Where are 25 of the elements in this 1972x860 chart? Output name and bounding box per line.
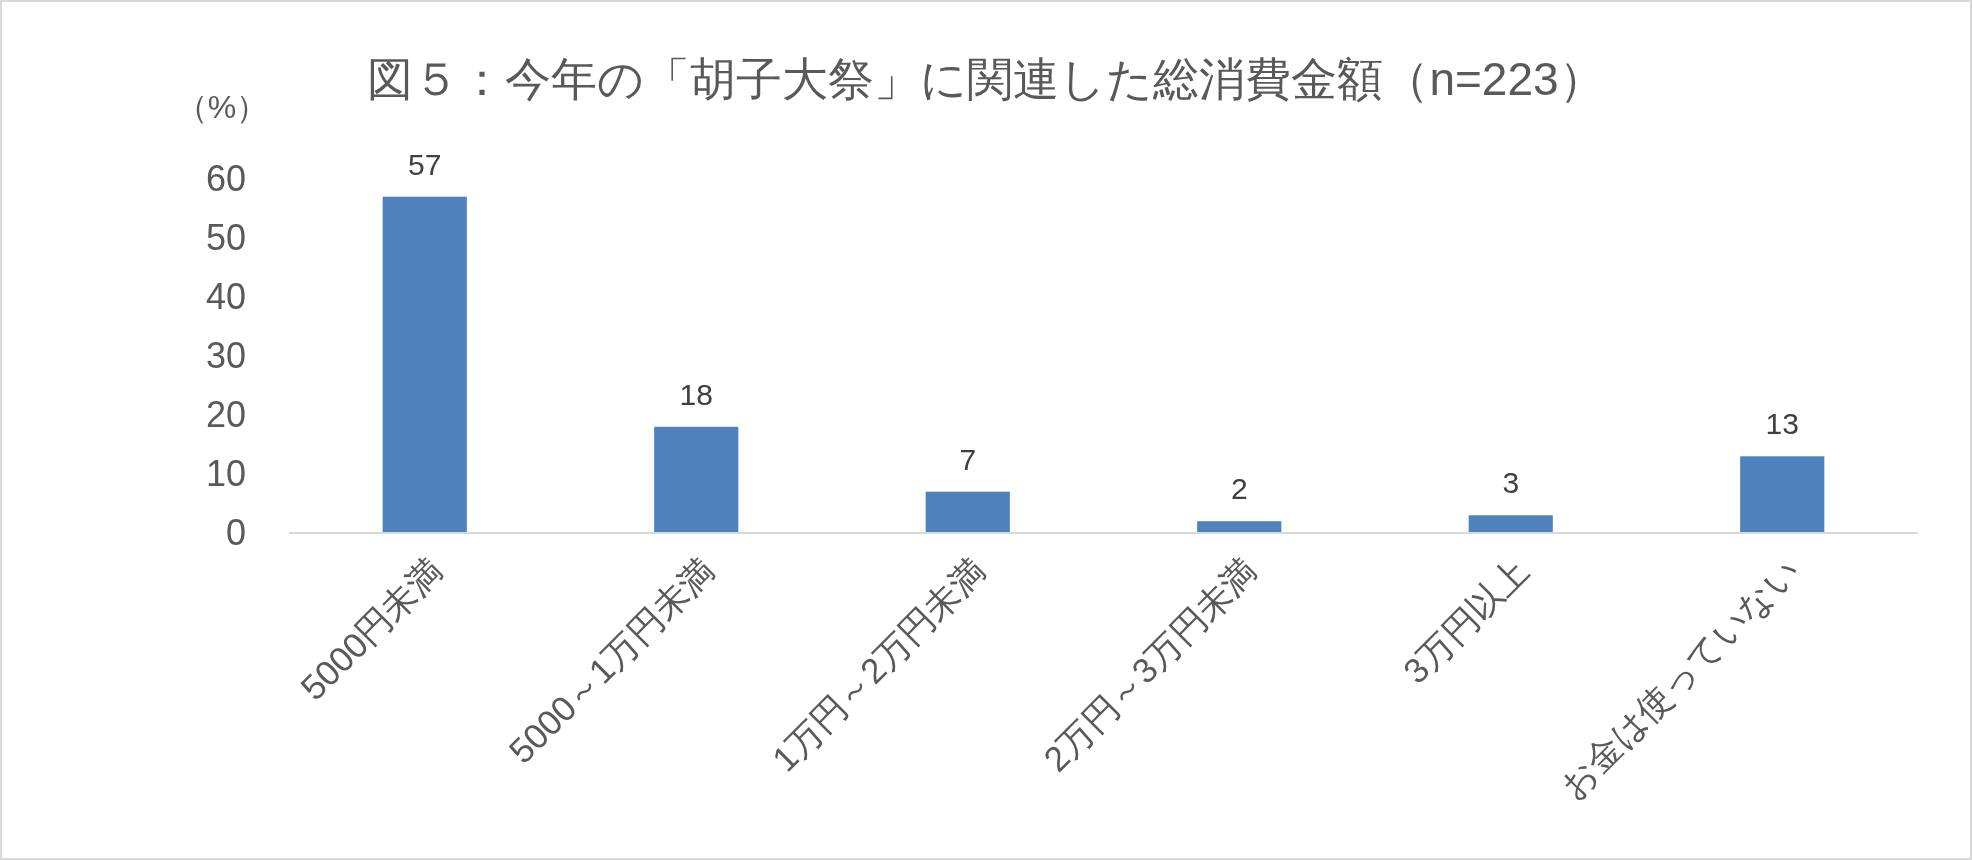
data-label: 57 [408, 147, 442, 181]
y-tick-label: 0 [225, 512, 246, 553]
bar [1740, 456, 1825, 533]
bar [1197, 521, 1282, 533]
y-tick-label: 40 [205, 276, 246, 317]
y-axis-title: （%） [175, 89, 269, 125]
chart-title: 図５：今年の「胡子大祭」に関連した総消費金額（n=223） [367, 53, 1605, 105]
data-label: 3 [1502, 466, 1520, 500]
data-label: 7 [959, 442, 977, 476]
x-tick-label: 1万円～2万円未満 [764, 550, 993, 779]
x-tick-label: 2万円～3万円未満 [1035, 550, 1265, 779]
bar [1468, 515, 1553, 533]
y-tick-label: 10 [205, 453, 246, 494]
bar [382, 196, 467, 533]
x-tick-label: 3万円以上 [1395, 550, 1536, 691]
data-label: 13 [1765, 407, 1799, 441]
x-tick-label: お金は使っていない [1551, 550, 1808, 806]
bar [925, 491, 1010, 533]
y-tick-label: 20 [205, 394, 246, 435]
y-tick-label: 50 [205, 217, 246, 258]
y-tick-label: 30 [205, 335, 246, 376]
y-tick-label: 60 [205, 158, 246, 199]
bar [654, 426, 739, 533]
data-label: 18 [679, 377, 713, 411]
data-label: 2 [1230, 472, 1248, 506]
